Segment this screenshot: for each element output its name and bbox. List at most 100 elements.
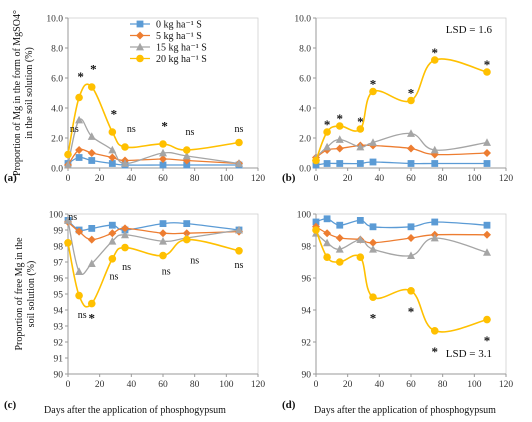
data-point	[312, 226, 320, 234]
data-point	[121, 143, 129, 151]
significance-annotation: ns	[235, 260, 244, 271]
panel-c: 90 91 92 93 94 95 96 97 98 99 100 0 20 40 60 80 100 120 ns…	[4, 210, 265, 411]
significance-annotation: *	[408, 86, 415, 101]
data-point	[369, 238, 377, 247]
y-tick-label: 92	[302, 338, 312, 348]
y-tick-label: 4.0	[299, 104, 311, 114]
data-point	[183, 161, 191, 169]
data-point	[108, 145, 117, 154]
significance-annotation: *	[370, 310, 377, 325]
data-point	[121, 159, 129, 167]
data-point	[335, 234, 344, 242]
legend-label: 5 kg ha⁻¹ S	[156, 31, 202, 42]
series-line	[315, 58, 488, 161]
data-point	[182, 235, 191, 244]
panel-b: 0.0 2.0 4.0 6.0 8.0 10.0 0 20 40 60 80 100 120 * * * * * *…	[282, 14, 513, 184]
x-tick-label: 40	[375, 174, 385, 184]
y-axis-title: Proportion of free Mg in thesoil solutio…	[14, 237, 37, 351]
significance-annotation: *	[89, 310, 96, 325]
data-point	[235, 247, 243, 255]
x-tick-label: 60	[406, 174, 416, 184]
data-point	[323, 215, 331, 223]
data-point	[312, 156, 320, 165]
y-tick-label: 2.0	[299, 134, 311, 144]
legend-marker	[136, 42, 144, 51]
data-point	[430, 56, 439, 64]
y-tick-label: 90	[54, 370, 64, 380]
data-point	[108, 237, 117, 245]
x-tick-label: 120	[499, 380, 514, 390]
data-point	[483, 149, 491, 157]
x-tick-label: 0	[314, 380, 319, 390]
y-tick-label: 10.0	[46, 14, 63, 24]
data-point	[335, 122, 344, 130]
data-point	[323, 160, 331, 167]
data-point	[159, 220, 167, 227]
x-tick-label: 120	[251, 174, 266, 184]
y-tick-label: 100	[49, 210, 64, 220]
data-point	[75, 227, 84, 236]
x-tick-label: 80	[190, 380, 200, 390]
data-point	[407, 96, 415, 105]
panel-a: 0.0 2.0 4.0 6.0 8.0 10.0 0 20 40 60 80 100 120 ns * * * n…	[4, 14, 265, 184]
x-tick-label: 80	[190, 174, 200, 184]
data-point	[121, 224, 129, 233]
significance-annotation: ns	[68, 212, 77, 223]
data-point	[323, 238, 332, 247]
data-point	[75, 93, 83, 102]
x-tick-label: 80	[438, 174, 448, 184]
lsd-label: LSD = 1.6	[446, 24, 493, 36]
panel-label: (c)	[4, 399, 17, 411]
data-point	[87, 149, 96, 157]
data-point	[108, 229, 117, 238]
y-tick-label: 94	[54, 306, 64, 316]
x-tick-label: 20	[95, 380, 105, 390]
data-point	[182, 151, 191, 160]
data-point	[235, 159, 243, 167]
data-point	[483, 221, 491, 229]
data-point	[159, 161, 167, 169]
data-point	[431, 160, 439, 167]
significance-annotation: ns	[162, 267, 171, 278]
data-point	[108, 254, 117, 263]
data-point	[356, 217, 364, 224]
x-tick-label: 0	[314, 174, 319, 184]
data-point	[159, 155, 167, 163]
data-point	[88, 157, 96, 164]
data-point	[483, 230, 491, 239]
data-point	[312, 218, 320, 226]
data-point	[430, 233, 439, 242]
legend-marker	[136, 54, 144, 63]
data-point	[235, 225, 243, 234]
data-point	[64, 239, 72, 247]
data-point	[159, 251, 167, 260]
legend-label: 15 kg ha⁻¹ S	[156, 43, 207, 54]
data-point	[159, 148, 167, 157]
significance-annotation: ns	[70, 124, 79, 135]
data-point	[483, 160, 491, 167]
panel-label: (d)	[282, 399, 296, 411]
data-point	[108, 128, 117, 136]
data-point	[75, 146, 84, 154]
xlabel-right: Days after the application of phosphogyp…	[314, 405, 496, 416]
data-point	[64, 160, 72, 169]
data-point	[323, 253, 331, 261]
x-tick-label: 100	[467, 380, 482, 390]
y-tick-label: 0.0	[299, 164, 311, 174]
legend-label: 0 kg ha⁻¹ S	[156, 20, 202, 31]
x-tick-label: 100	[467, 174, 482, 184]
data-point	[235, 138, 243, 147]
ylabel-bottom: Proportion of free Mg in thesoil solutio…	[14, 237, 37, 351]
significance-annotation: ns	[109, 271, 118, 282]
data-point	[335, 258, 344, 266]
data-point	[336, 221, 344, 229]
y-tick-label: 0.0	[51, 164, 63, 174]
y-tick-label: 96	[302, 274, 312, 284]
series-line	[315, 226, 488, 244]
data-point	[183, 220, 191, 227]
data-point	[369, 223, 377, 231]
x-tick-label: 60	[158, 380, 168, 390]
panel-label: (b)	[282, 172, 296, 184]
legend-marker	[136, 31, 144, 40]
